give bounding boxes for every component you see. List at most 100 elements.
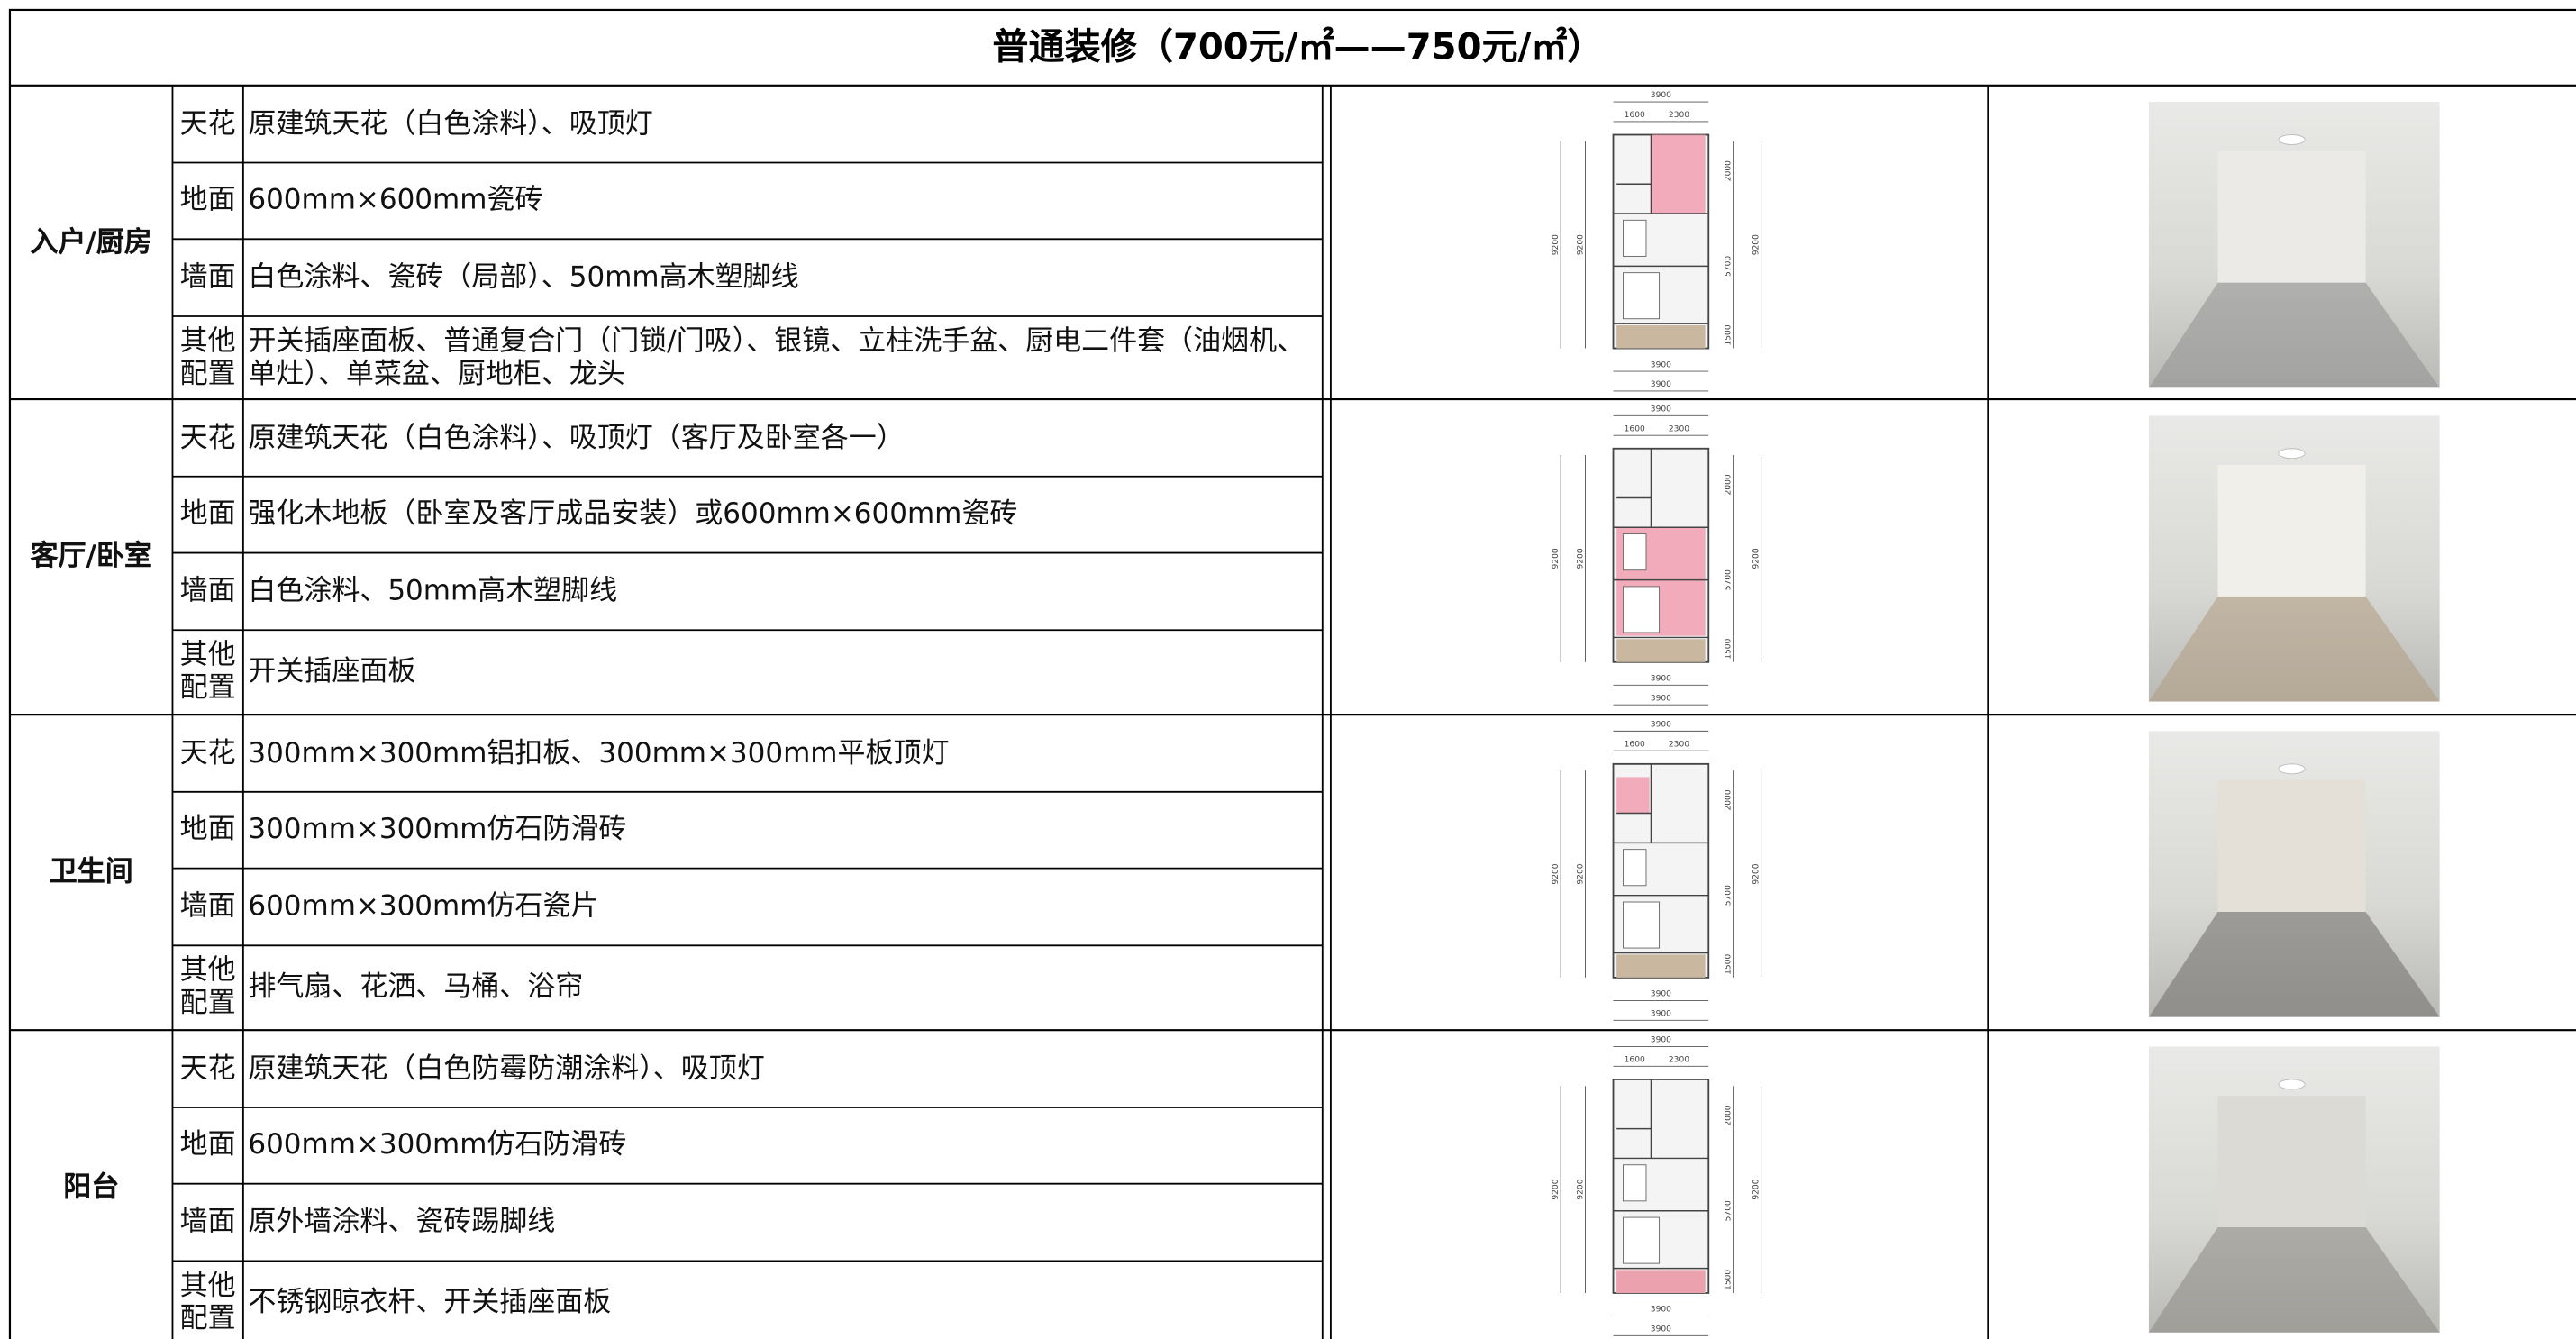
item-type-box: 天花 xyxy=(180,737,236,770)
item-type: 天花 xyxy=(179,1052,236,1086)
dimension-label: 9200 xyxy=(1752,548,1761,569)
dimension-label: 9200 xyxy=(1552,548,1561,569)
dimension-label: 2300 xyxy=(1669,424,1689,433)
item-type: 地面 xyxy=(179,1129,236,1162)
photo-back-wall xyxy=(2217,780,2366,912)
dimension-label: 2000 xyxy=(1725,1105,1734,1125)
item-type: 其他配置 xyxy=(179,1270,236,1336)
plan-bed xyxy=(1623,1216,1661,1264)
item-content: 开关插座面板 xyxy=(248,655,416,688)
item-content: 300mm×300mm铝扣板、300mm×300mm平板顶灯 xyxy=(248,736,950,770)
item-content-box: 白色涂料、50mm高木塑脚线 xyxy=(248,575,617,607)
photo-light xyxy=(2278,763,2306,775)
dimension-label: 3900 xyxy=(1651,360,1671,369)
dimension-label: 3900 xyxy=(1651,405,1671,414)
plan-balcony xyxy=(1616,639,1706,662)
item-type: 墙面 xyxy=(179,260,236,295)
item-type-box: 其他配置 xyxy=(180,954,236,1020)
dimension-label: 3900 xyxy=(1651,91,1671,100)
dimension-label: 1500 xyxy=(1725,1270,1734,1290)
item-type-box: 墙面 xyxy=(179,1206,236,1239)
item-content: 不锈钢晾衣杆、开关插座面板 xyxy=(248,1286,612,1320)
item-content: 原建筑天花（白色涂料）、吸顶灯 xyxy=(248,107,653,141)
floor-plan: 3900 1600 2300 9200 9200 2000 5700 1500 9200 3900… xyxy=(1552,1036,1762,1336)
photo-back-wall xyxy=(2217,1096,2366,1228)
dimension-label: 1600 xyxy=(1625,1056,1645,1065)
dimension-label: 2000 xyxy=(1725,160,1734,181)
area-label: 入户/厨房 xyxy=(30,226,152,260)
photo-light xyxy=(2278,134,2306,145)
dimension-label: 3900 xyxy=(1651,721,1671,730)
dimension-label: 3900 xyxy=(1651,675,1671,684)
dimension-label: 1600 xyxy=(1625,740,1645,749)
plan-bed xyxy=(1623,272,1661,320)
item-content-box: 300mm×300mm铝扣板、300mm×300mm平板顶灯 xyxy=(248,736,950,770)
item-content-box: 600mm×300mm仿石防滑砖 xyxy=(248,1129,627,1162)
dimension-label: 1600 xyxy=(1625,424,1645,433)
dimension-label: 3900 xyxy=(1651,990,1671,999)
dimension-label: 3900 xyxy=(1651,1009,1671,1018)
dimension-label: 9200 xyxy=(1552,234,1561,255)
item-content-box: 600mm×600mm瓷砖 xyxy=(248,184,543,218)
dimension-label: 5700 xyxy=(1725,256,1734,277)
dimension-label: 2300 xyxy=(1669,740,1689,749)
dimension-label: 1500 xyxy=(1725,324,1734,345)
item-type-box: 其他配置 xyxy=(180,325,236,391)
item-content: 原建筑天花（白色涂料）、吸顶灯（客厅及卧室各一） xyxy=(248,421,905,455)
dimension-label: 5700 xyxy=(1725,569,1734,590)
dimension-label: 1500 xyxy=(1725,638,1734,659)
item-content: 300mm×300mm仿石防滑砖 xyxy=(248,813,627,847)
item-type: 地面 xyxy=(179,184,236,218)
item-content-box: 白色涂料、瓷砖（局部）、50mm高木塑脚线 xyxy=(248,261,798,294)
dimension-label: 9200 xyxy=(1577,863,1586,884)
dimension-label: 9200 xyxy=(1752,863,1761,884)
photo-floor xyxy=(2148,596,2440,702)
plan-highlight xyxy=(1616,1270,1706,1293)
plan-bed xyxy=(1623,586,1661,633)
dimension-label: 5700 xyxy=(1725,1200,1734,1221)
item-content-box: 不锈钢晾衣杆、开关插座面板 xyxy=(248,1286,612,1320)
item-content: 强化木地板（卧室及客厅成品安装）或600mm×600mm瓷砖 xyxy=(248,497,1018,532)
dimension-label: 3900 xyxy=(1651,694,1671,703)
item-content: 600mm×300mm仿石瓷片 xyxy=(248,890,599,924)
item-type-box: 天花 xyxy=(179,1052,236,1086)
item-content-box: 原建筑天花（白色涂料）、吸顶灯 xyxy=(248,107,653,141)
dimension-label: 9200 xyxy=(1552,1179,1561,1199)
plan-sofa xyxy=(1623,533,1647,571)
item-content-box: 排气扇、花洒、马桶、浴帘 xyxy=(248,971,583,1004)
table-title: 普通装修（700元/㎡——750元/㎡） xyxy=(992,27,1603,68)
item-type: 天花 xyxy=(179,107,236,141)
dimension-label: 3900 xyxy=(1651,1036,1671,1045)
item-content-box: 开关插座面板、普通复合门（门锁/门吸）、银镜、立柱洗手盆、厨电二件套（油烟机、单… xyxy=(248,325,1305,391)
plan-sofa xyxy=(1623,219,1647,257)
table-border xyxy=(8,8,2576,1339)
item-type-box: 墙面 xyxy=(180,575,236,607)
plan-balcony xyxy=(1616,325,1706,349)
item-type: 地面 xyxy=(179,497,236,532)
dimension-label: 9200 xyxy=(1577,234,1586,255)
item-type-box: 天花 xyxy=(179,421,236,455)
item-content-box: 原建筑天花（白色涂料）、吸顶灯（客厅及卧室各一） xyxy=(248,421,905,455)
item-content: 600mm×300mm仿石防滑砖 xyxy=(248,1129,627,1162)
item-content: 原建筑天花（白色防霉防潮涂料）、吸顶灯 xyxy=(248,1052,765,1086)
item-content: 600mm×600mm瓷砖 xyxy=(248,184,543,218)
floor-plan: 3900 1600 2300 9200 9200 2000 5700 1500 9200 3900… xyxy=(1552,91,1762,392)
photo-floor xyxy=(2148,1227,2440,1333)
area-label: 阳台 xyxy=(63,1170,120,1205)
plan-sofa xyxy=(1623,1164,1647,1202)
photo-light xyxy=(2278,448,2306,460)
dimension-label: 9200 xyxy=(1577,1179,1586,1199)
area-label-box: 入户/厨房 xyxy=(30,226,152,260)
photo-floor xyxy=(2148,911,2440,1017)
item-type-box: 天花 xyxy=(179,107,236,141)
photo-back-wall xyxy=(2217,464,2366,597)
item-type: 墙面 xyxy=(179,1206,236,1239)
floor-plan: 3900 1600 2300 9200 9200 2000 5700 1500 9200 3900… xyxy=(1552,405,1762,706)
dimension-label: 3900 xyxy=(1651,380,1671,389)
dimension-label: 2300 xyxy=(1669,1056,1689,1065)
dimension-label: 9200 xyxy=(1752,1179,1761,1199)
item-content-box: 原外墙涂料、瓷砖踢脚线 xyxy=(248,1206,555,1238)
item-type: 天花 xyxy=(179,421,236,455)
